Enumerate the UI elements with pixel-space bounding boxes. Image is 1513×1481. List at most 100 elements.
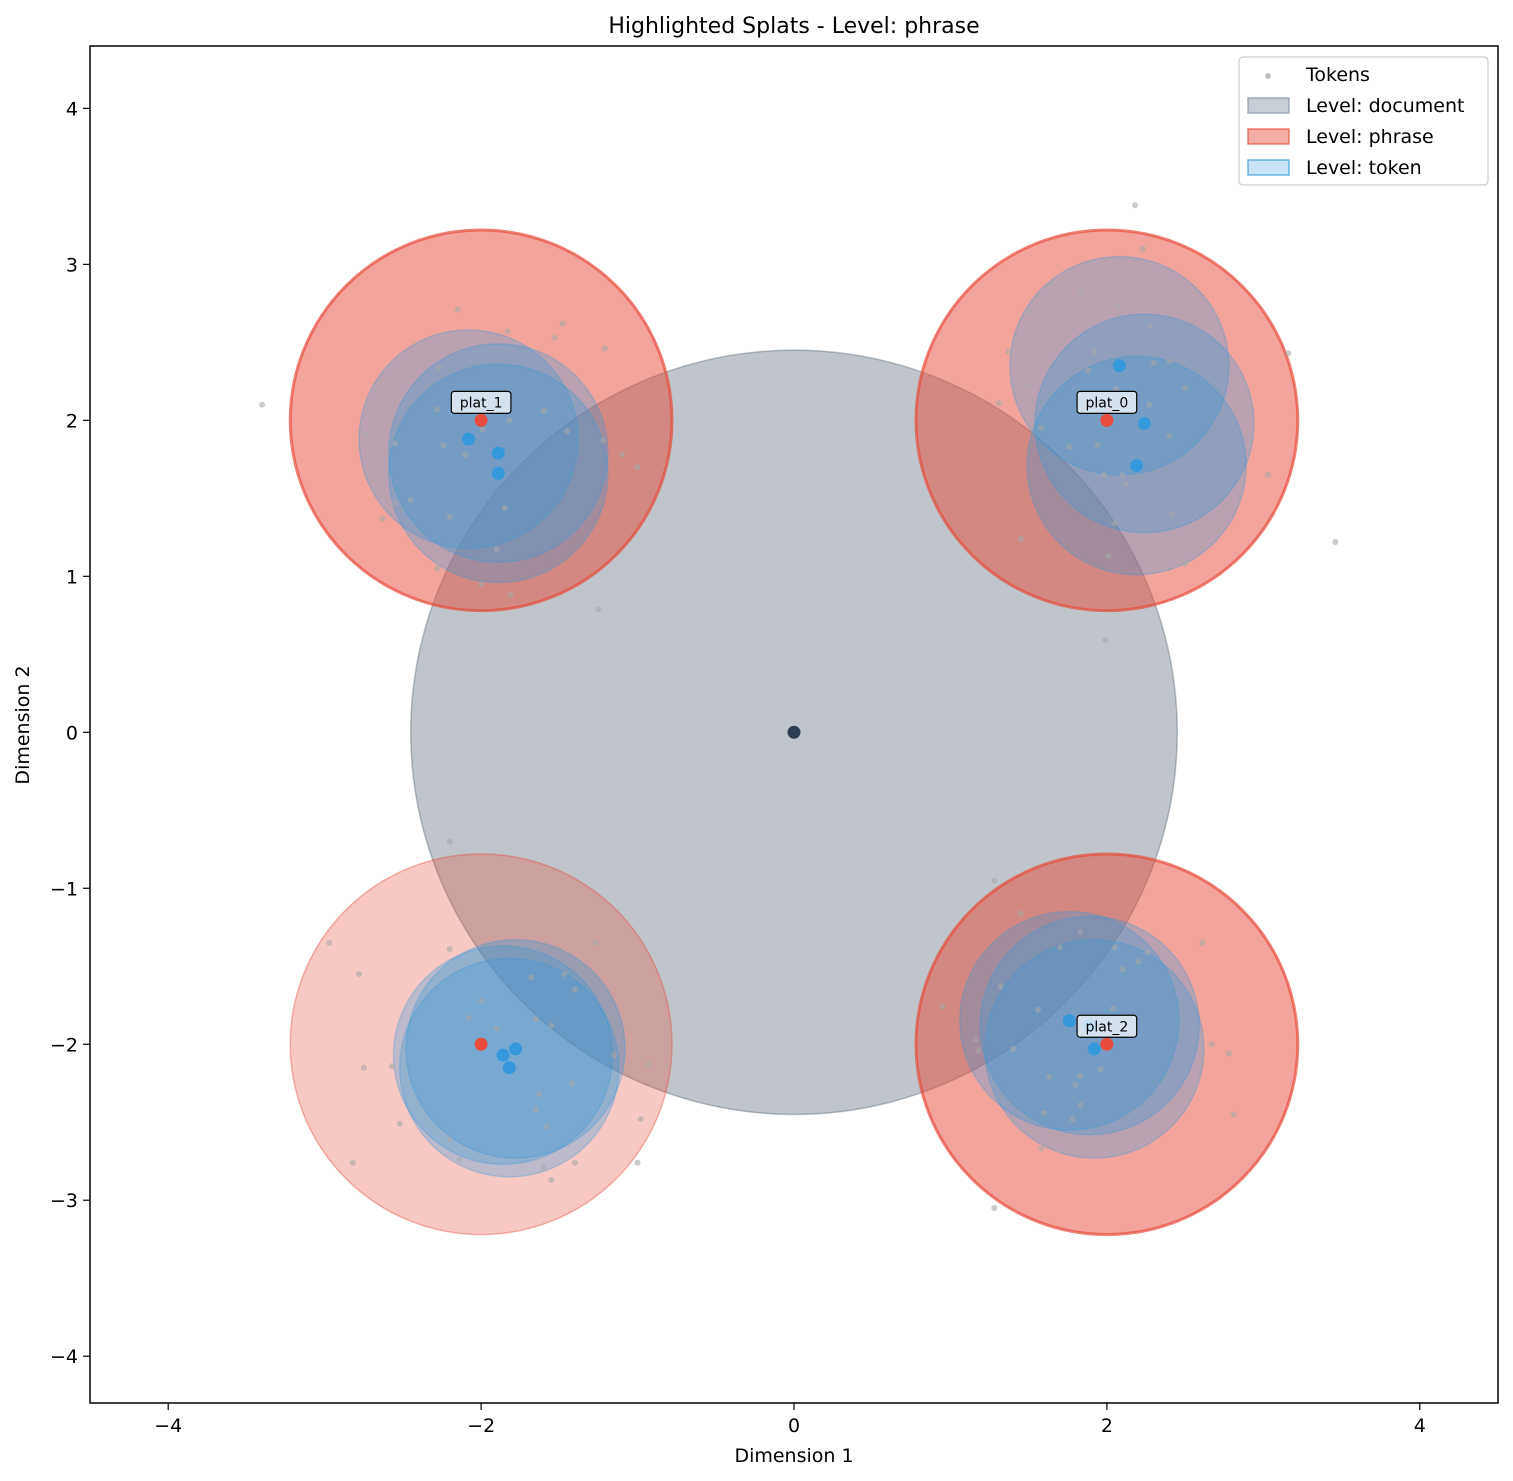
token-point	[1097, 1066, 1104, 1073]
token-point	[1230, 1111, 1237, 1118]
token-point	[1132, 202, 1139, 209]
annotation-box	[1076, 390, 1138, 414]
token-point	[600, 437, 607, 444]
token-point	[1285, 350, 1292, 357]
token-center	[491, 466, 505, 480]
token-point	[1139, 245, 1146, 252]
token-point	[595, 606, 602, 613]
legend-swatch	[1247, 128, 1290, 145]
token-point	[1119, 966, 1126, 973]
token-point	[1150, 359, 1157, 366]
token-point	[1147, 323, 1154, 330]
x-tick-label: 2	[1101, 1415, 1113, 1437]
token-point	[1077, 1102, 1084, 1109]
token-point	[1114, 301, 1121, 308]
token-point	[396, 1120, 403, 1127]
token-point	[611, 1052, 618, 1059]
phrase-center	[474, 413, 488, 427]
token-point	[1100, 471, 1107, 478]
annotation-label: plat_1	[460, 395, 503, 411]
token-point	[1169, 510, 1176, 517]
token-point	[1182, 560, 1189, 567]
token-point	[1225, 1050, 1232, 1057]
token-point	[1049, 280, 1056, 287]
token-point	[479, 426, 486, 433]
token-point	[478, 997, 485, 1004]
token-point	[618, 451, 625, 458]
token-point	[407, 496, 414, 503]
token-point	[1069, 1116, 1076, 1123]
token-center	[491, 446, 505, 460]
token-point	[568, 1080, 575, 1087]
token-point	[1102, 637, 1109, 644]
token-point	[540, 407, 547, 414]
token-center	[496, 1048, 510, 1062]
token-point	[975, 1047, 982, 1054]
document-center	[787, 725, 801, 739]
token-point	[1077, 289, 1084, 296]
legend-label: Level: document	[1306, 95, 1464, 117]
legend-swatch	[1247, 97, 1290, 114]
token-center	[1130, 459, 1144, 473]
token-point	[462, 451, 469, 458]
token-point	[360, 1064, 367, 1071]
y-tick-label: 1	[66, 566, 78, 588]
token-point	[532, 1016, 539, 1023]
token-point	[939, 1003, 946, 1010]
token-point	[1035, 1006, 1042, 1013]
token-point	[1199, 939, 1206, 946]
token-point	[379, 515, 386, 522]
token-point	[571, 986, 578, 993]
token-point	[356, 971, 363, 978]
token-point	[434, 565, 441, 572]
token-center	[1087, 1042, 1101, 1056]
token-point	[1105, 553, 1112, 560]
token-point	[1072, 1081, 1079, 1088]
token-point	[465, 1014, 472, 1021]
token-point	[1077, 928, 1084, 935]
token-point	[507, 592, 514, 599]
token-point	[1017, 535, 1024, 542]
plot-area: plat_0 plat_1 plat_2	[259, 202, 1339, 1237]
token-point	[1166, 432, 1173, 439]
token-point	[601, 345, 608, 352]
token-point	[1166, 358, 1173, 365]
token-center	[502, 1061, 516, 1075]
legend-marker	[1265, 73, 1271, 79]
x-axis-label: Dimension 1	[734, 1445, 853, 1467]
token-point	[1094, 442, 1101, 449]
y-tick-label: 2	[66, 410, 78, 432]
token-point	[997, 983, 1004, 990]
token-point	[1025, 308, 1032, 315]
token-point	[434, 406, 441, 413]
token-point	[532, 1106, 539, 1113]
token-point	[392, 500, 399, 507]
token-point	[1066, 443, 1073, 450]
token-point	[1182, 384, 1189, 391]
token-center	[509, 1042, 523, 1056]
y-tick-label: 3	[66, 254, 78, 276]
phrase-center	[1100, 413, 1114, 427]
x-tick-label: 4	[1414, 1415, 1426, 1437]
token-point	[326, 939, 333, 946]
token-point	[1038, 425, 1045, 432]
token-point	[991, 1205, 998, 1212]
token-point	[548, 1022, 555, 1029]
token-point	[1038, 1145, 1045, 1152]
y-tick-label: 4	[66, 98, 78, 120]
legend: Tokens Level: document Level: phrase Level:…	[1238, 56, 1489, 186]
token-center	[462, 432, 476, 446]
token-point	[349, 1159, 356, 1166]
token-point	[995, 400, 1002, 407]
token-point	[535, 1091, 542, 1098]
annotation-label: plat_0	[1086, 395, 1129, 411]
token-point	[363, 431, 370, 438]
token-point	[478, 581, 485, 588]
token-point	[1111, 944, 1118, 951]
token-point	[1056, 944, 1063, 951]
y-tick-label: 0	[66, 722, 78, 744]
token-point	[435, 364, 442, 371]
token-point	[571, 1159, 578, 1166]
token-point	[1208, 1041, 1215, 1048]
legend-label: Level: phrase	[1306, 126, 1434, 148]
